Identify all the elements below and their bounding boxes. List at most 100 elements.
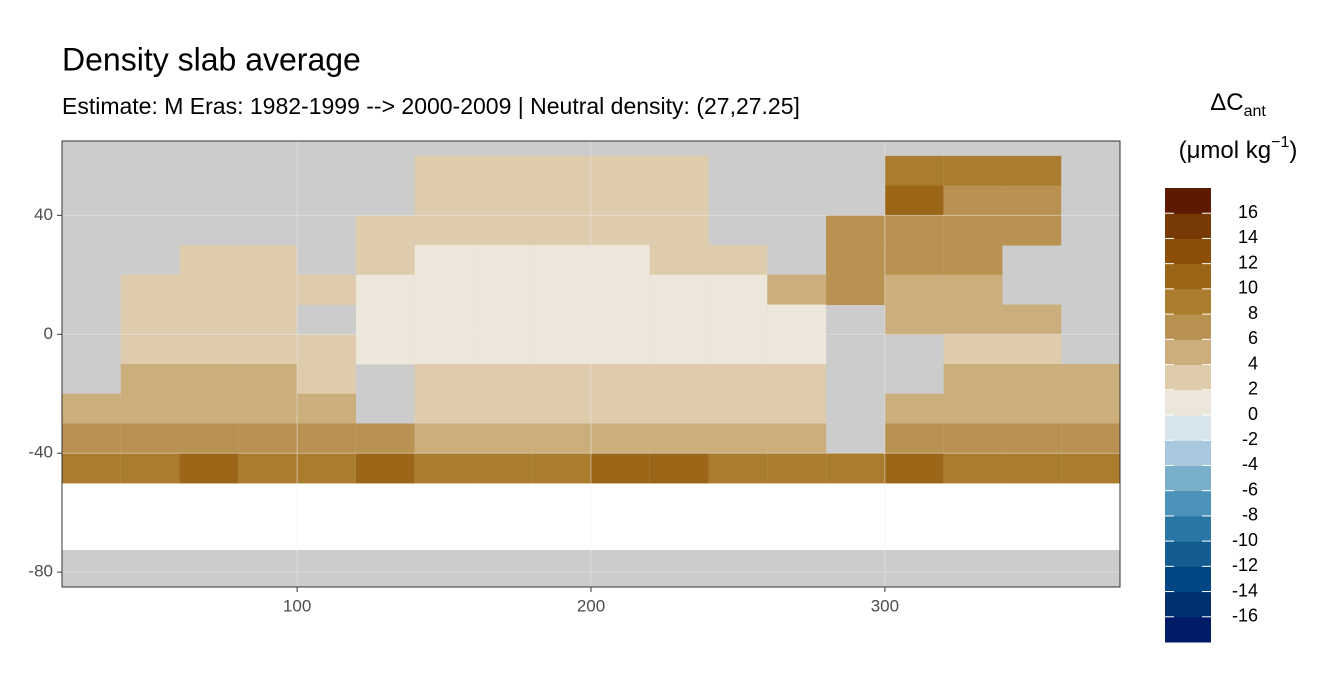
cell bbox=[884, 274, 944, 306]
cell bbox=[355, 423, 415, 454]
cell bbox=[414, 334, 474, 365]
cell bbox=[355, 304, 415, 335]
cell bbox=[179, 453, 239, 484]
cell bbox=[414, 393, 474, 424]
cell bbox=[591, 274, 650, 306]
cell bbox=[591, 364, 650, 395]
cell bbox=[884, 304, 944, 335]
cell bbox=[355, 274, 415, 306]
cell bbox=[943, 334, 1003, 365]
cell bbox=[708, 304, 768, 335]
cell bbox=[1002, 334, 1062, 365]
cell bbox=[649, 364, 709, 395]
cell bbox=[884, 423, 944, 454]
cell bbox=[649, 334, 709, 365]
cell bbox=[120, 304, 180, 335]
cell bbox=[591, 215, 650, 246]
cell bbox=[826, 245, 885, 276]
legend-swatch bbox=[1165, 213, 1211, 239]
cell bbox=[62, 423, 121, 454]
cell bbox=[708, 245, 768, 276]
cell bbox=[414, 453, 474, 484]
legend-label: 16 bbox=[1238, 202, 1258, 222]
cell bbox=[826, 453, 885, 484]
cell bbox=[649, 453, 709, 484]
cell bbox=[355, 453, 415, 484]
legend-swatch bbox=[1165, 364, 1211, 391]
legend-swatch bbox=[1165, 465, 1211, 492]
legend-unit-main: (μmol kg bbox=[1179, 137, 1272, 164]
y-tick-label: -40 bbox=[28, 443, 53, 462]
cell bbox=[943, 423, 1003, 454]
legend-swatch bbox=[1165, 188, 1211, 214]
legend-label: -2 bbox=[1242, 429, 1258, 449]
legend-swatch bbox=[1165, 263, 1211, 290]
cell bbox=[532, 155, 591, 187]
legend-swatch bbox=[1165, 389, 1211, 416]
x-tick-label: 300 bbox=[871, 596, 899, 615]
cell bbox=[591, 453, 650, 484]
cell bbox=[179, 423, 239, 454]
cell bbox=[826, 215, 885, 246]
cell bbox=[1061, 393, 1120, 424]
cell bbox=[708, 453, 768, 484]
legend-label: -14 bbox=[1232, 580, 1258, 600]
cell bbox=[1002, 185, 1062, 216]
legend-title-sub: ant bbox=[1244, 103, 1267, 120]
legend-unit: (μmol kg−1) bbox=[1179, 134, 1298, 164]
cell bbox=[297, 364, 356, 395]
cell bbox=[473, 245, 533, 276]
legend-label: -8 bbox=[1242, 505, 1258, 525]
cell bbox=[708, 423, 768, 454]
cell bbox=[532, 334, 591, 365]
cell bbox=[532, 185, 591, 216]
y-tick-label: 0 bbox=[44, 324, 53, 343]
y-tick-label: -80 bbox=[28, 562, 53, 581]
cell bbox=[62, 393, 121, 424]
cell bbox=[943, 215, 1003, 246]
cell bbox=[1002, 304, 1062, 335]
x-tick-label: 200 bbox=[577, 596, 605, 615]
cell bbox=[179, 304, 239, 335]
cell bbox=[473, 393, 533, 424]
legend-swatch bbox=[1165, 566, 1211, 593]
cell bbox=[414, 274, 474, 306]
cell bbox=[120, 334, 180, 365]
cell bbox=[649, 393, 709, 424]
cell bbox=[1002, 364, 1062, 395]
cell bbox=[120, 274, 180, 306]
cell bbox=[532, 453, 591, 484]
cell bbox=[473, 364, 533, 395]
legend-swatch bbox=[1165, 591, 1211, 618]
cell bbox=[649, 245, 709, 276]
cell bbox=[649, 304, 709, 335]
cell bbox=[591, 245, 650, 276]
cell bbox=[884, 155, 944, 187]
cell bbox=[884, 453, 944, 484]
legend-swatch bbox=[1165, 339, 1211, 366]
cell bbox=[1002, 155, 1062, 187]
cell bbox=[62, 453, 121, 484]
cell bbox=[473, 423, 533, 454]
cell bbox=[708, 364, 768, 395]
cell bbox=[943, 155, 1003, 187]
chart-subtitle: Estimate: M Eras: 1982-1999 --> 2000-200… bbox=[62, 93, 800, 119]
cell bbox=[120, 423, 180, 454]
cell bbox=[179, 393, 239, 424]
cell bbox=[532, 364, 591, 395]
cell bbox=[1061, 423, 1120, 454]
cell bbox=[473, 274, 533, 306]
cell bbox=[884, 215, 944, 246]
cell bbox=[943, 185, 1003, 216]
legend-unit-close: ) bbox=[1289, 137, 1297, 164]
cell bbox=[532, 304, 591, 335]
legend-swatch bbox=[1165, 415, 1211, 441]
cell bbox=[767, 453, 827, 484]
legend-label: 8 bbox=[1248, 303, 1258, 323]
legend-label: 4 bbox=[1248, 353, 1258, 373]
legend-title-main: ΔC bbox=[1210, 89, 1243, 116]
cell bbox=[767, 393, 827, 424]
cell bbox=[414, 215, 474, 246]
cell bbox=[649, 274, 709, 306]
